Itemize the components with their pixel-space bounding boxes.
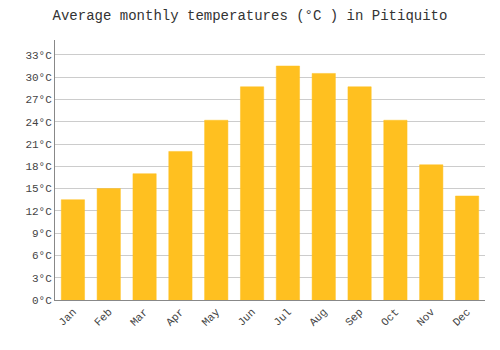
svg-text:24°C: 24°C — [25, 117, 52, 129]
svg-text:21°C: 21°C — [25, 139, 52, 151]
svg-text:May: May — [200, 306, 223, 329]
svg-text:Sep: Sep — [343, 306, 365, 328]
svg-text:Aug: Aug — [307, 306, 329, 328]
svg-text:0°C: 0°C — [32, 295, 52, 307]
svg-text:Jun: Jun — [236, 306, 258, 328]
svg-text:Jul: Jul — [271, 306, 293, 328]
svg-text:Average monthly temperatures (: Average monthly temperatures (°C ) in Pi… — [53, 8, 448, 24]
svg-text:18°C: 18°C — [25, 161, 52, 173]
svg-text:15°C: 15°C — [25, 183, 52, 195]
svg-text:30°C: 30°C — [25, 72, 52, 84]
svg-text:6°C: 6°C — [32, 250, 52, 262]
svg-text:3°C: 3°C — [32, 273, 52, 285]
svg-text:Mar: Mar — [128, 306, 150, 328]
svg-text:9°C: 9°C — [32, 228, 52, 240]
svg-text:Dec: Dec — [451, 306, 473, 328]
svg-text:27°C: 27°C — [25, 94, 52, 106]
svg-text:Nov: Nov — [415, 306, 438, 329]
svg-text:Oct: Oct — [379, 306, 401, 328]
svg-text:Feb: Feb — [92, 306, 114, 328]
svg-text:Jan: Jan — [56, 306, 78, 328]
svg-text:12°C: 12°C — [25, 206, 52, 218]
svg-text:Apr: Apr — [164, 306, 186, 328]
svg-text:33°C: 33°C — [25, 50, 52, 62]
